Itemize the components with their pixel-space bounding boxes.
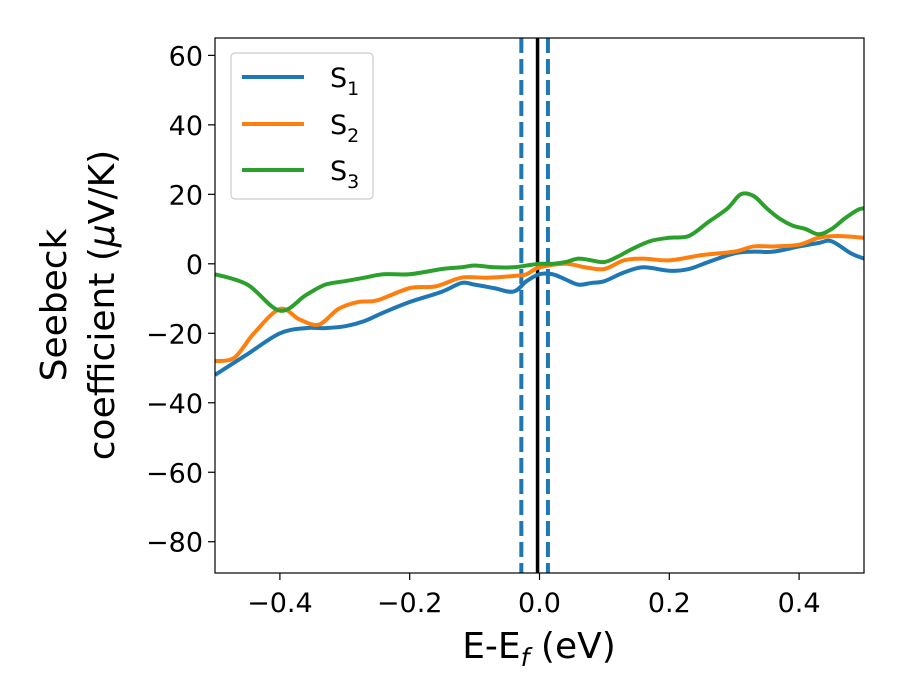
y-axis-title: Seebeck coefficient (μV/K) [34,150,123,460]
legend-s3-main: S [330,156,347,187]
legend: S1 S2 S3 [230,52,374,200]
legend-s1-sub: 1 [347,78,359,100]
x-axis-title: E-Ef (eV) [462,626,616,672]
series-line-s1 [215,238,864,377]
y-tick-label: −80 [146,528,203,559]
x-tick-label: 0.4 [778,588,821,619]
y-tick-label: −60 [146,458,203,489]
x-tick-label: 0.0 [518,588,561,619]
x-axis: −0.4 −0.2 0.0 0.2 0.4 [247,573,821,619]
y-tick-label: 60 [169,41,203,72]
y-tick-label: 40 [169,111,203,142]
legend-label-s3: S3 [330,156,359,193]
x-tick-label: 0.2 [648,588,691,619]
y-axis-title-line1: Seebeck [34,228,75,381]
legend-s2-sub: 2 [347,125,359,147]
y-axis-title-line2: coefficient (μV/K) [82,150,123,460]
legend-label-s1: S1 [330,63,359,100]
y-tick-label: −40 [146,389,203,420]
x-axis-title-main: E-E [462,626,520,667]
x-tick-label: −0.2 [377,588,443,619]
legend-s1-main: S [330,63,347,94]
y-axis-title-suffix: V/K) [82,150,123,224]
series-group [215,191,864,377]
x-axis-title-unit: (eV) [529,626,615,667]
x-tick-label: −0.4 [247,588,313,619]
legend-s3-sub: 3 [347,171,359,193]
series-line-s3 [215,191,864,313]
legend-s2-main: S [330,110,347,141]
y-axis: 60 40 20 0 −20 −40 −60 −80 [146,41,215,559]
legend-label-s2: S2 [330,110,359,147]
y-tick-label: −20 [146,319,203,350]
reference-lines [519,38,550,573]
series-line-s2 [215,234,864,364]
y-tick-label: 20 [169,180,203,211]
y-axis-title-mu: μ [82,224,123,248]
y-axis-title-prefix: coefficient ( [82,247,123,460]
y-tick-label: 0 [186,250,203,281]
